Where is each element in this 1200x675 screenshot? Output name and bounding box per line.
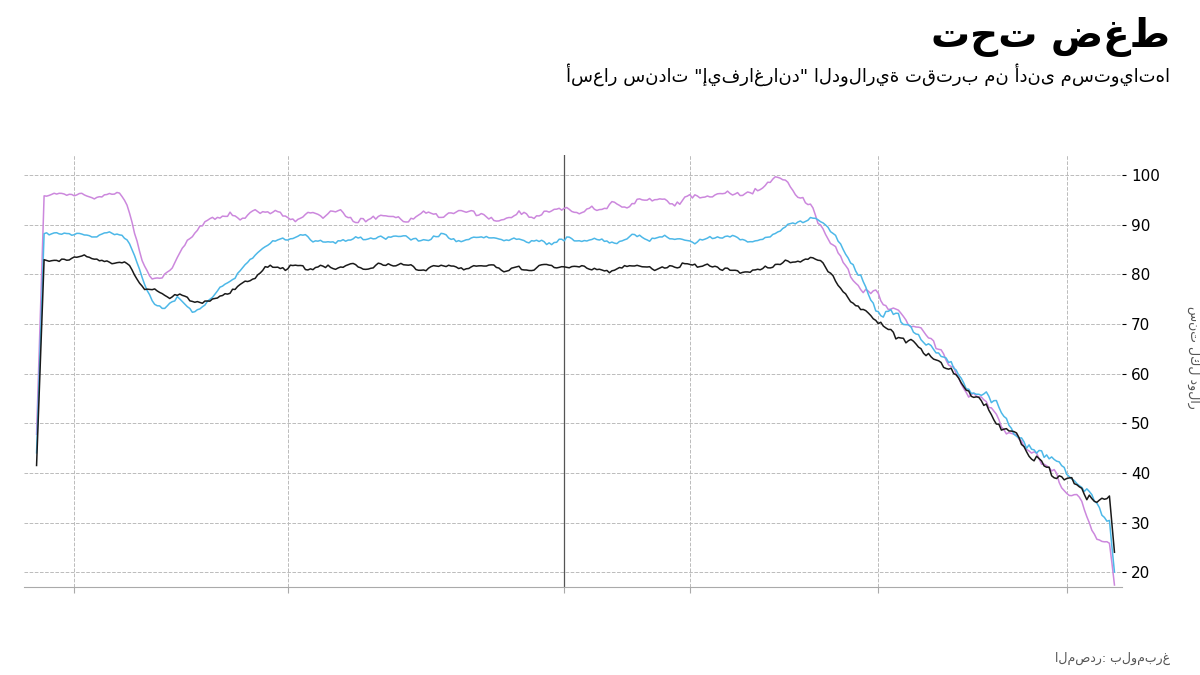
Text: أسعار سندات "إيفراغراند" الدولارية تقترب من أدنى مستوياتها: أسعار سندات "إيفراغراند" الدولارية تقترب…	[566, 64, 1170, 87]
Text: سنت لكل دولار: سنت لكل دولار	[1188, 306, 1200, 409]
Text: تحت ضغط: تحت ضغط	[931, 17, 1170, 57]
Text: المصدر: بلومبرغ: المصدر: بلومبرغ	[1055, 652, 1170, 665]
